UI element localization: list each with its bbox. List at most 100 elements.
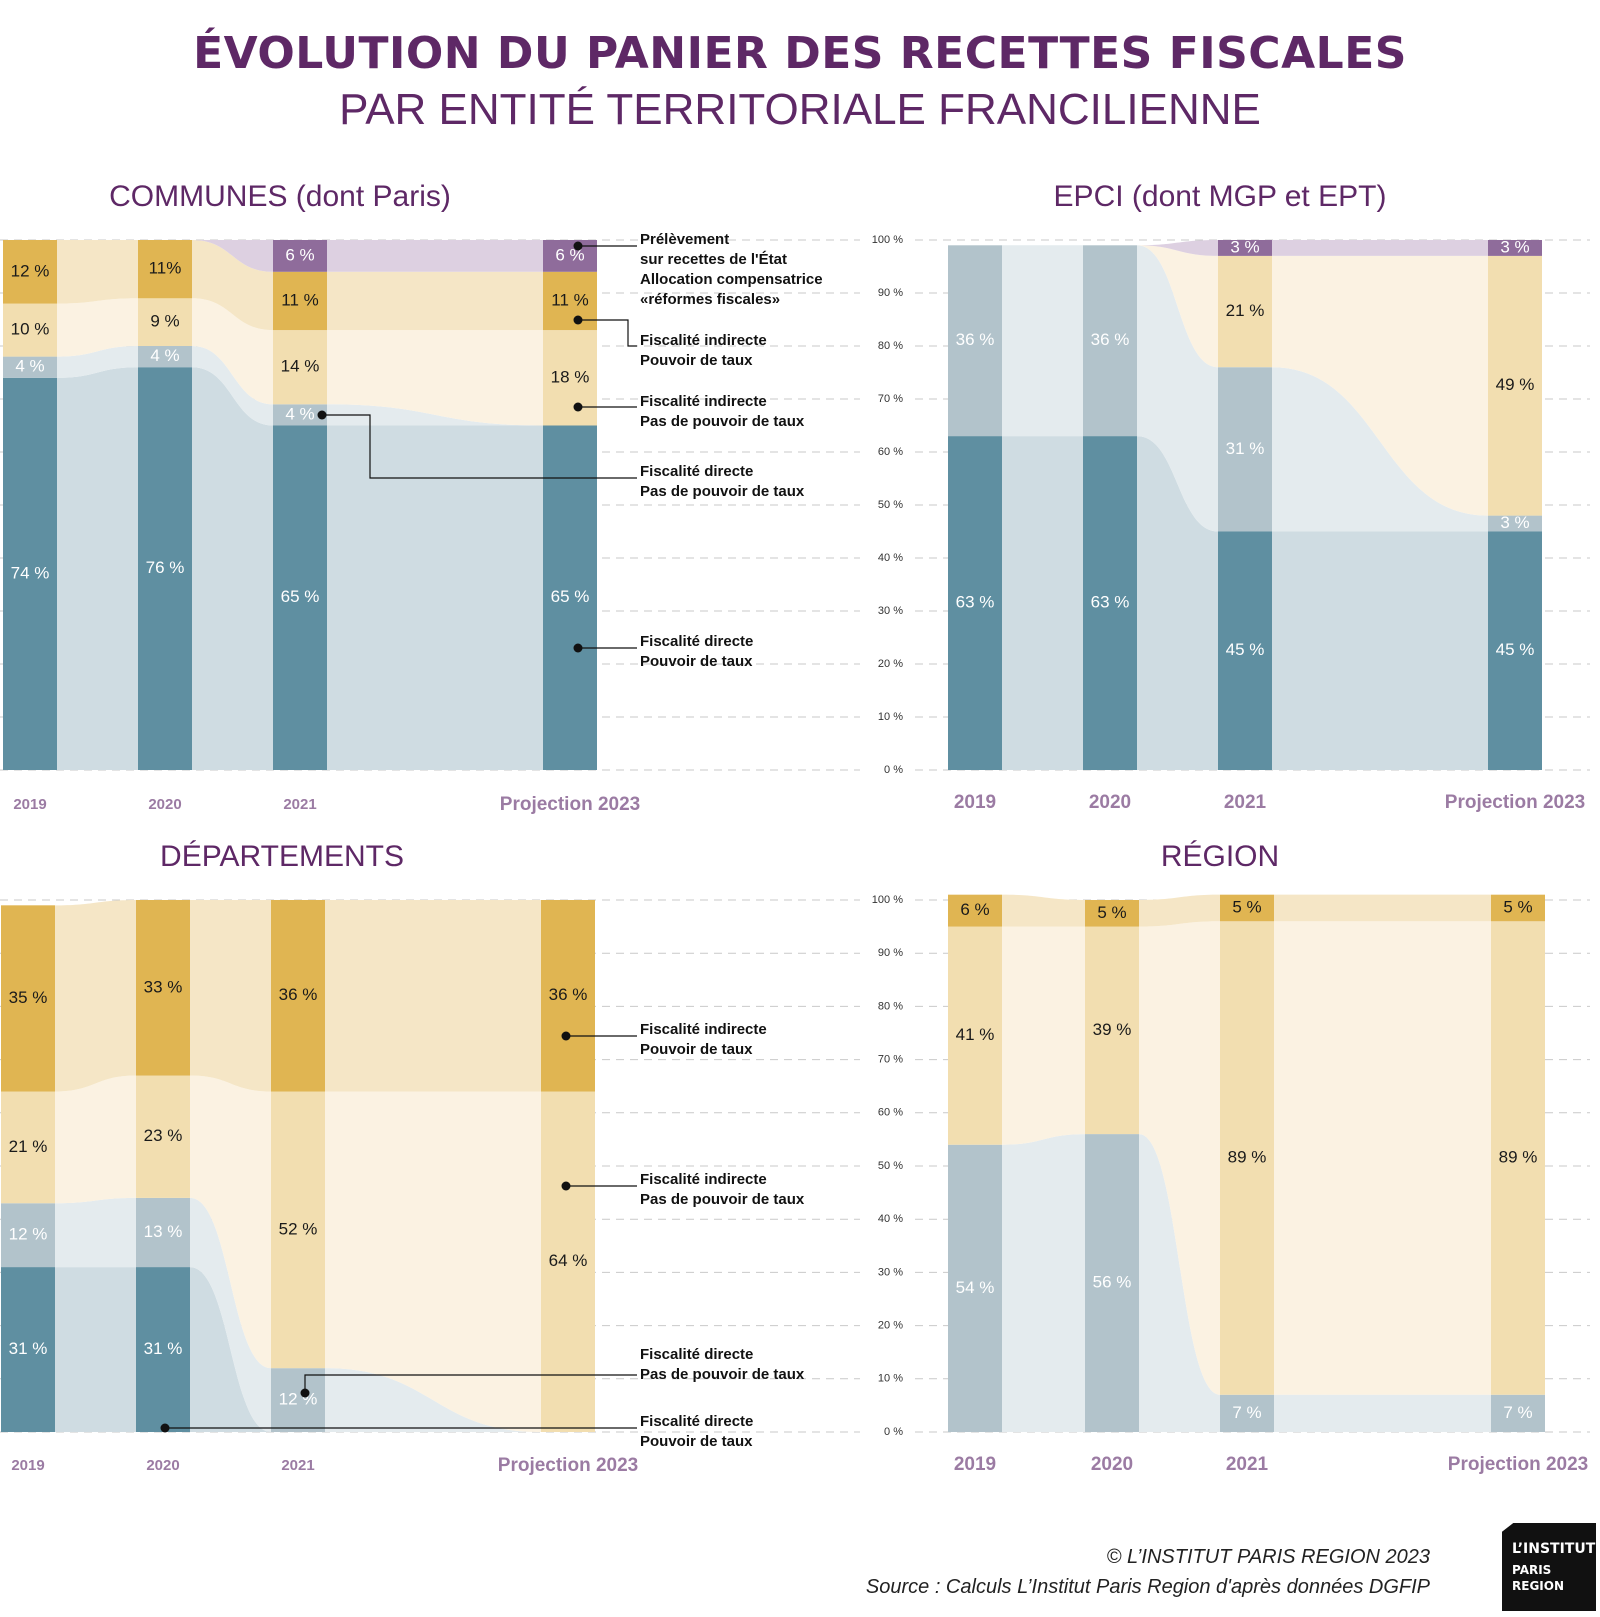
data-label: 65 % bbox=[551, 587, 590, 606]
flow-prelevement bbox=[1272, 240, 1488, 256]
bar-segment-fi_pas_pouvoir bbox=[3, 303, 57, 357]
y-tick-label: 50 % bbox=[878, 499, 903, 511]
bar-segment-prelevement bbox=[1488, 240, 1542, 256]
chart-title: RÉGION bbox=[1161, 840, 1279, 873]
bar-segment-fd_pouvoir bbox=[543, 425, 597, 770]
data-label: 9 % bbox=[150, 312, 179, 331]
bar-segment-fi_pas_pouvoir bbox=[1218, 255, 1272, 368]
flow-fd_pouvoir bbox=[1137, 436, 1218, 770]
bar-segment-fi_pas_pouvoir bbox=[136, 1075, 190, 1198]
data-label: 56 % bbox=[1093, 1273, 1132, 1292]
flow-fd_pouvoir bbox=[327, 425, 543, 770]
data-label: 36 % bbox=[549, 985, 588, 1004]
institut-logo: L’INSTITUT PARIS REGION bbox=[1502, 1523, 1596, 1611]
data-label: 12 % bbox=[279, 1390, 318, 1409]
data-label: 6 % bbox=[960, 900, 989, 919]
data-label: 14 % bbox=[281, 357, 320, 376]
data-label: 5 % bbox=[1097, 903, 1126, 922]
data-label: 12 % bbox=[11, 261, 50, 280]
callout-dot bbox=[573, 402, 583, 412]
data-label: 21 % bbox=[1226, 301, 1265, 320]
data-label: 39 % bbox=[1093, 1020, 1132, 1039]
flow-prelevement bbox=[1137, 240, 1218, 256]
bar-segment-fd_pouvoir bbox=[1218, 531, 1272, 770]
legend-label: Allocation compensatrice bbox=[640, 271, 823, 288]
bar-segment-fi_pouvoir bbox=[3, 240, 57, 304]
flow-fi_pas_pouvoir bbox=[1274, 921, 1491, 1395]
data-label: 63 % bbox=[1091, 593, 1130, 612]
bar-segment-fd_pouvoir bbox=[273, 425, 327, 770]
bar-segment-fd_pouvoir bbox=[138, 367, 192, 770]
legend-label: Fiscalité directe bbox=[640, 1346, 753, 1363]
category-label: 2020 bbox=[1091, 1454, 1133, 1475]
category-label: 2020 bbox=[146, 1457, 179, 1474]
y-tick-label: 80 % bbox=[878, 1000, 903, 1012]
legend-label: sur recettes de l'État bbox=[640, 251, 787, 268]
page-title: ÉVOLUTION DU PANIER DES RECETTES FISCALE… bbox=[193, 28, 1407, 79]
bar-segment-fi_pas_pouvoir bbox=[138, 298, 192, 346]
logo-line2: PARIS bbox=[1512, 1563, 1552, 1577]
y-tick-label: 70 % bbox=[878, 393, 903, 405]
data-label: 13 % bbox=[144, 1222, 183, 1241]
flow-fi_pas_pouvoir bbox=[57, 298, 138, 357]
data-label: 6 % bbox=[285, 245, 314, 264]
data-label: 4 % bbox=[15, 357, 44, 376]
data-label: 18 % bbox=[551, 367, 590, 386]
legend-label: Pouvoir de taux bbox=[640, 653, 753, 670]
legend-label: Fiscalité indirecte bbox=[640, 1021, 767, 1038]
bar-segment-fi_pouvoir bbox=[1491, 894, 1545, 922]
bar-segment-fd_pas_pouvoir bbox=[1491, 1394, 1545, 1432]
chart-title: DÉPARTEMENTS bbox=[160, 840, 404, 873]
data-label: 11% bbox=[149, 259, 182, 278]
data-label: 52 % bbox=[279, 1219, 318, 1238]
charts-canvas: 74 % 76 % 65 % 65 % 4 % 4 % 4 % 10 % 9 % 14 % 18 %… bbox=[0, 180, 1590, 1476]
callout-dot bbox=[573, 241, 583, 251]
bar-segment-fd_pas_pouvoir bbox=[136, 1197, 190, 1268]
data-label: 4 % bbox=[285, 404, 314, 423]
data-label: 3 % bbox=[1500, 237, 1529, 256]
callout-dot bbox=[561, 1031, 571, 1041]
bar-segment-fi_pouvoir bbox=[271, 900, 325, 1092]
data-label: 76 % bbox=[146, 558, 185, 577]
header: ÉVOLUTION DU PANIER DES RECETTES FISCALE… bbox=[0, 28, 1600, 135]
flow-prelevement bbox=[192, 240, 273, 272]
flow-fd_pas_pouvoir bbox=[1002, 1134, 1085, 1432]
bar-segment-fi_pouvoir bbox=[273, 271, 327, 331]
flow-fd_pas_pouvoir bbox=[192, 346, 273, 426]
flow-fi_pas_pouvoir bbox=[1272, 255, 1488, 516]
data-label: 45 % bbox=[1226, 640, 1265, 659]
bar-segment-fd_pouvoir bbox=[1083, 436, 1137, 770]
bar-segment-fi_pouvoir bbox=[948, 894, 1002, 927]
legend-label: Fiscalité directe bbox=[640, 1413, 753, 1430]
bar-segment-fi_pouvoir bbox=[1, 905, 55, 1092]
data-label: 31 % bbox=[144, 1339, 183, 1358]
y-tick-label: 100 % bbox=[872, 234, 903, 246]
bar-segment-prelevement bbox=[273, 240, 327, 272]
data-label: 63 % bbox=[956, 593, 995, 612]
chart-0: 74 % 76 % 65 % 65 % 4 % 4 % 4 % 10 % 9 % 14 % 18 %… bbox=[0, 180, 860, 815]
bar-segment-fi_pas_pouvoir bbox=[271, 1091, 325, 1369]
callout-line bbox=[322, 414, 637, 479]
bar-segment-fi_pas_pouvoir bbox=[1491, 921, 1545, 1395]
y-tick-label: 30 % bbox=[878, 1266, 903, 1278]
legend-label: Fiscalité indirecte bbox=[640, 332, 767, 349]
flow-fi_pouvoir bbox=[1139, 894, 1220, 927]
bar-segment-fi_pouvoir bbox=[1085, 900, 1139, 927]
flow-fd_pas_pouvoir bbox=[1274, 1394, 1491, 1432]
flow-fi_pouvoir bbox=[55, 900, 136, 1092]
legend-label: Pas de pouvoir de taux bbox=[640, 1191, 805, 1208]
data-label: 11 % bbox=[551, 290, 589, 309]
bar-segment-fd_pas_pouvoir bbox=[273, 404, 327, 426]
legend-label: Pouvoir de taux bbox=[640, 352, 753, 369]
data-label: 74 % bbox=[11, 563, 50, 582]
callout-dot bbox=[317, 410, 327, 420]
data-label: 7 % bbox=[1232, 1403, 1261, 1422]
data-label: 33 % bbox=[144, 977, 183, 996]
flow-fd_pas_pouvoir bbox=[55, 1197, 136, 1268]
data-label: 10 % bbox=[11, 320, 50, 339]
data-label: 3 % bbox=[1500, 513, 1529, 532]
category-label: 2020 bbox=[1089, 792, 1131, 813]
callout-dot bbox=[300, 1388, 310, 1398]
bar-segment-fd_pouvoir bbox=[1, 1267, 55, 1432]
bar-segment-fd_pas_pouvoir bbox=[1218, 367, 1272, 532]
